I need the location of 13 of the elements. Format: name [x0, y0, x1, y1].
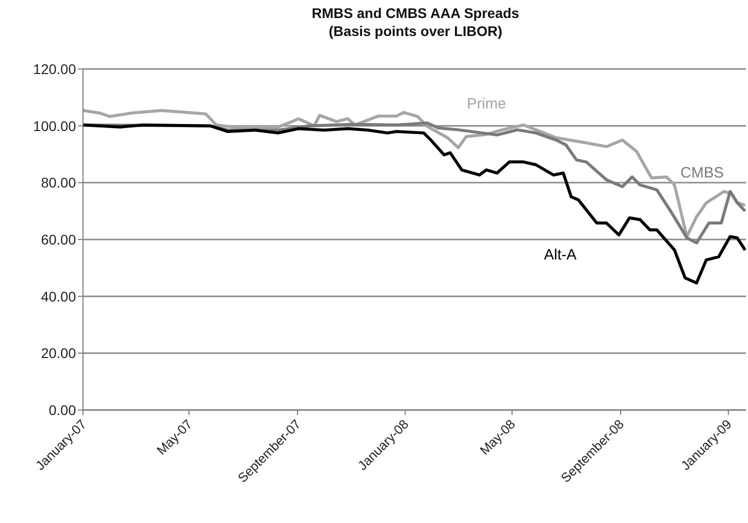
- chart-subtitle: (Basis points over LIBOR): [328, 22, 504, 40]
- y-tick-label: 0.00: [48, 402, 76, 418]
- y-tick-label: 20.00: [40, 345, 76, 362]
- line-series: [83, 123, 746, 284]
- y-tick-label: 80.00: [40, 174, 76, 191]
- series-label: Prime: [466, 95, 506, 112]
- text: Alt-A: [544, 246, 577, 264]
- y-tick-label: 40.00: [40, 288, 76, 304]
- y-tick-label: 100.00: [33, 118, 76, 134]
- y-tick-label: 60.00: [40, 231, 76, 248]
- series-label: CMBS: [680, 164, 724, 182]
- chart-title: RMBS and CMBS AAA Spreads: [310, 4, 520, 22]
- y-tick-label: 120.00: [33, 60, 76, 77]
